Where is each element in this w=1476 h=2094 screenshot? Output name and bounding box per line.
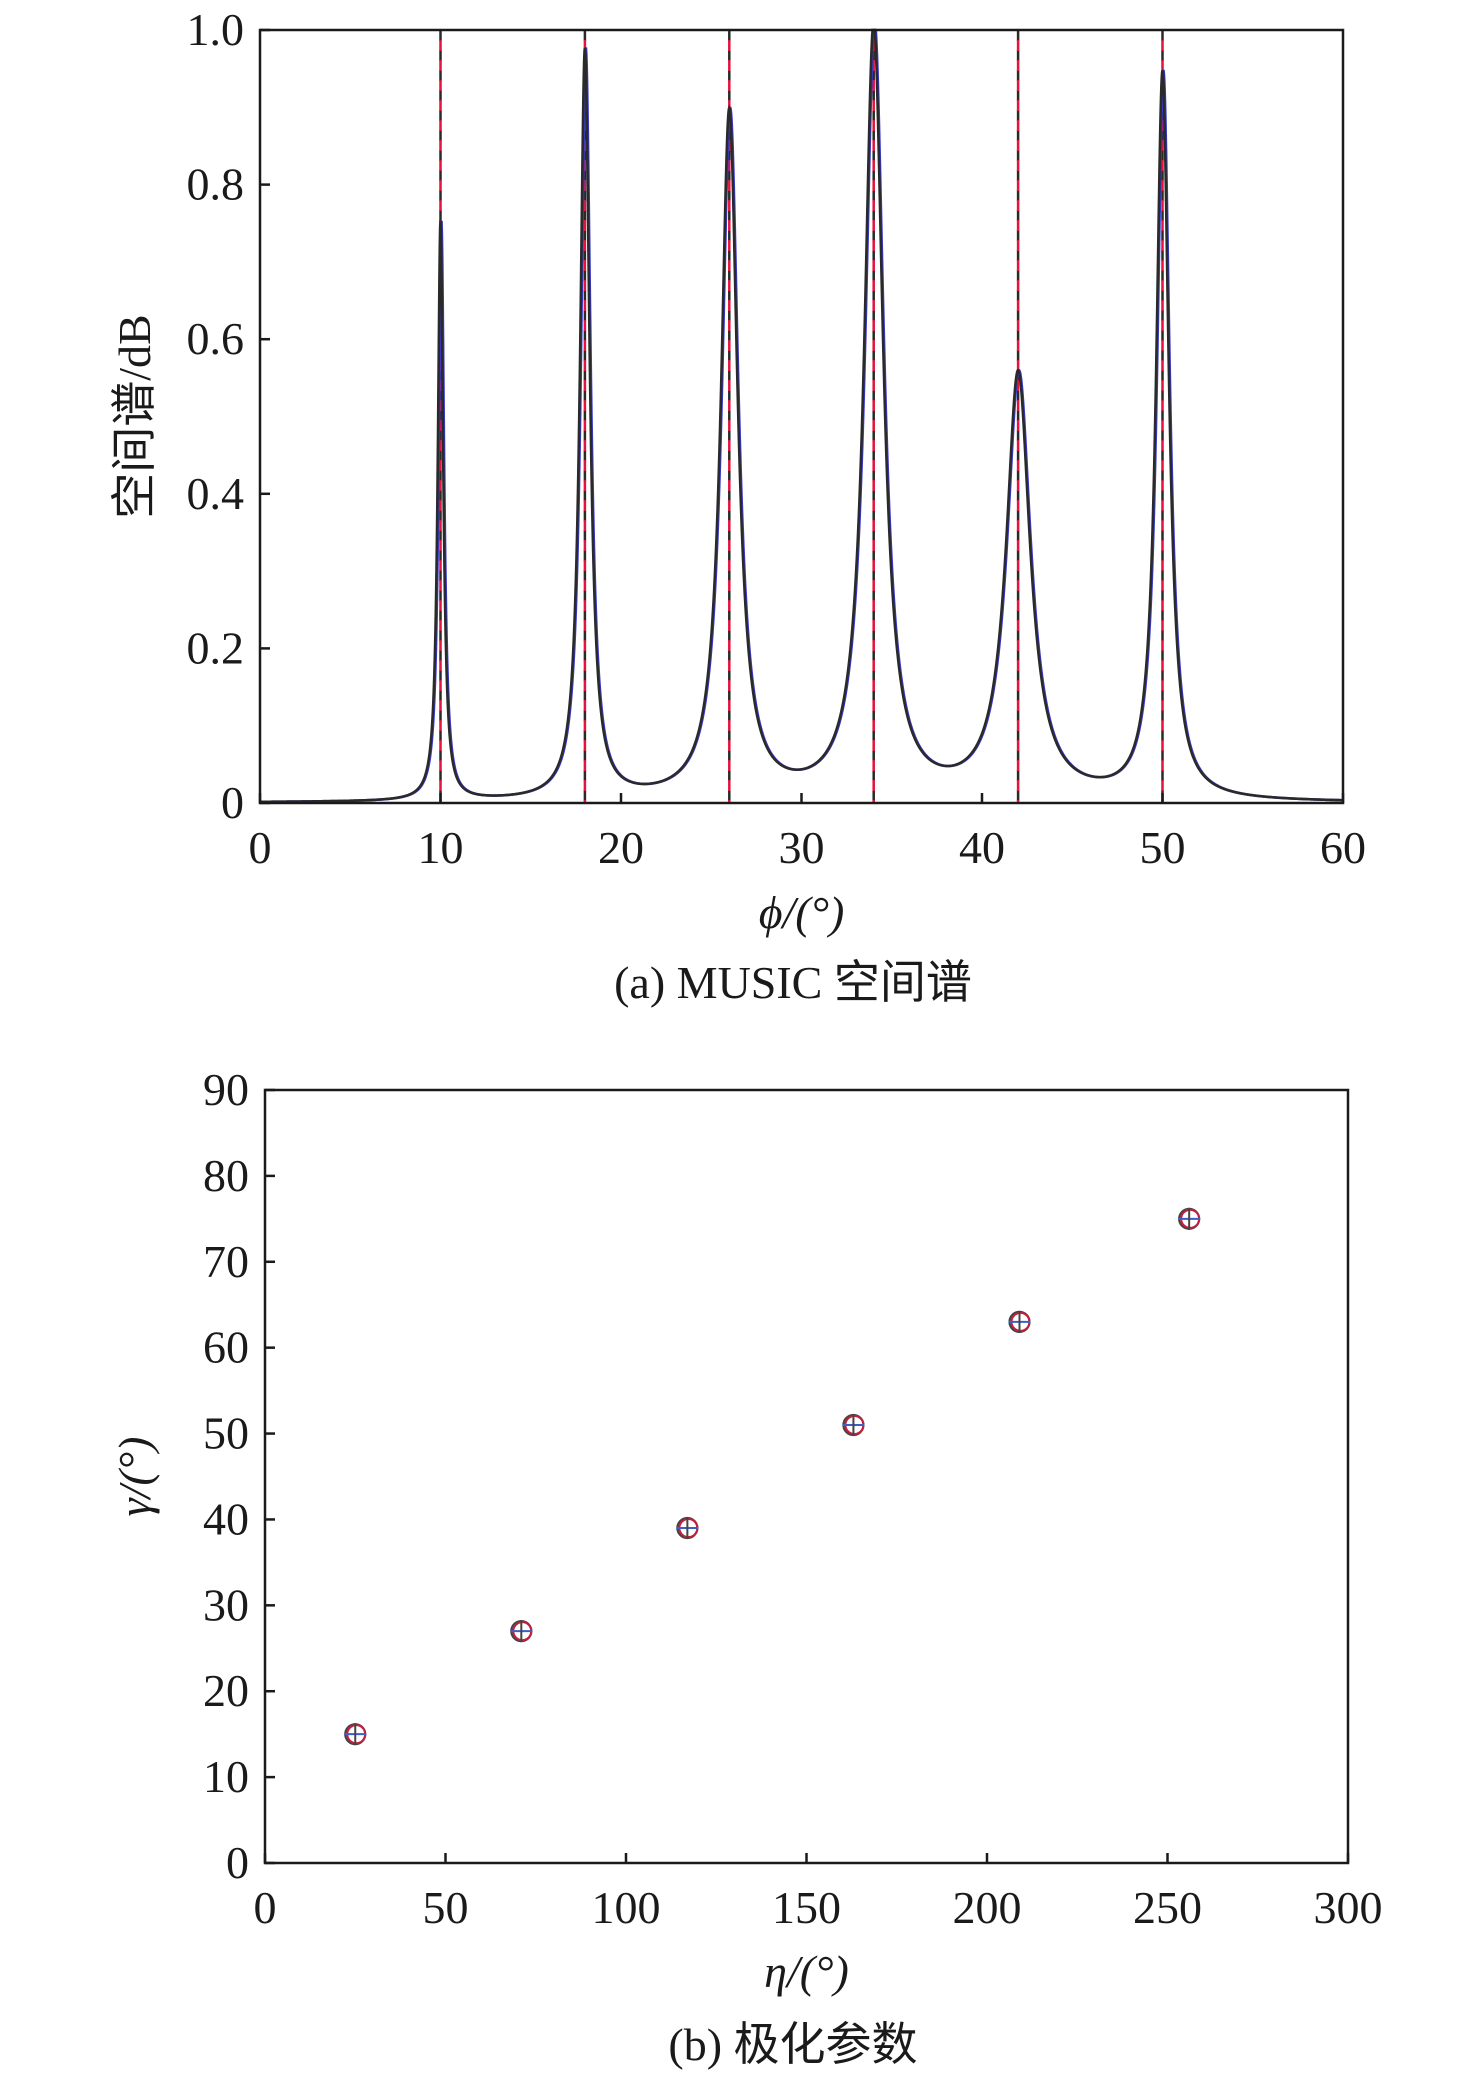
x-tick-label: 20	[598, 822, 644, 873]
chart-b-caption: (b) 极化参数	[668, 2019, 917, 2070]
x-tick-label: 50	[423, 1882, 469, 1933]
chart-b-y-ticks: 0 10 20 30 40 50 60 70 80 90	[203, 1064, 275, 1888]
chart-a-x-axis-label: ϕ/(°)	[759, 887, 845, 938]
x-tick-label: 0	[254, 1882, 277, 1933]
x-tick-label: 300	[1314, 1882, 1383, 1933]
y-tick-label: 40	[203, 1493, 249, 1544]
chart-a-music-spectrum: 0 10 20 30 40 50 60 0 0.2 0.4 0.6 0.8 1.0 ϕ/(°) 空间谱…	[109, 4, 1366, 1008]
y-tick-label: 0.8	[187, 159, 245, 210]
chart-b-x-ticks: 0 50 100 150 200 250 300	[254, 1853, 1383, 1933]
chart-a-y-axis-label: 空间谱/dB	[109, 314, 160, 518]
y-tick-label: 70	[203, 1236, 249, 1287]
chart-a-caption: (a) MUSIC 空间谱	[614, 957, 972, 1008]
x-tick-label: 100	[592, 1882, 661, 1933]
x-tick-label: 10	[418, 822, 464, 873]
y-tick-label: 80	[203, 1150, 249, 1201]
y-tick-label: 0	[226, 1837, 249, 1888]
chart-a-reference-lines	[439, 30, 1164, 803]
x-tick-label: 150	[772, 1882, 841, 1933]
y-tick-label: 30	[203, 1579, 249, 1630]
y-tick-label: 0.2	[187, 622, 245, 673]
x-tick-label: 0	[249, 822, 272, 873]
series-line-dark	[259, 28, 1344, 804]
chart-a-series-lines	[259, 28, 1344, 804]
y-tick-label: 50	[203, 1408, 249, 1459]
scatter-point	[1178, 1207, 1201, 1230]
scatter-point	[1008, 1310, 1031, 1334]
x-tick-label: 30	[779, 822, 825, 873]
y-tick-label: 0.4	[187, 468, 245, 519]
scatter-point	[842, 1413, 865, 1437]
x-tick-label: 50	[1140, 822, 1186, 873]
chart-a-x-ticks: 0 10 20 30 40 50 60	[249, 793, 1366, 873]
chart-b-polarization-params: 0 50 100 150 200 250 300 0 10 20 30 40 50 60 70 80 90 η…	[109, 1064, 1383, 2070]
scatter-point	[344, 1723, 367, 1746]
y-tick-label: 20	[203, 1665, 249, 1716]
y-tick-label: 60	[203, 1322, 249, 1373]
chart-a-y-ticks: 0 0.2 0.4 0.6 0.8 1.0	[187, 4, 270, 828]
chart-b-points	[344, 1207, 1201, 1746]
x-tick-label: 250	[1133, 1882, 1202, 1933]
x-tick-label: 40	[959, 822, 1005, 873]
y-tick-label: 0.6	[187, 313, 245, 364]
y-tick-label: 90	[203, 1064, 249, 1115]
scatter-point	[510, 1619, 533, 1643]
chart-b-x-axis-label: η/(°)	[764, 1946, 849, 1997]
x-tick-label: 200	[953, 1882, 1022, 1933]
scatter-point	[676, 1516, 699, 1540]
y-tick-label: 10	[203, 1751, 249, 1802]
chart-b-plot-frame	[263, 1088, 1350, 1865]
chart-b-y-axis-label: γ/(°)	[109, 1437, 160, 1517]
x-tick-label: 60	[1320, 822, 1366, 873]
y-tick-label: 0	[221, 777, 244, 828]
y-tick-label: 1.0	[187, 4, 245, 55]
